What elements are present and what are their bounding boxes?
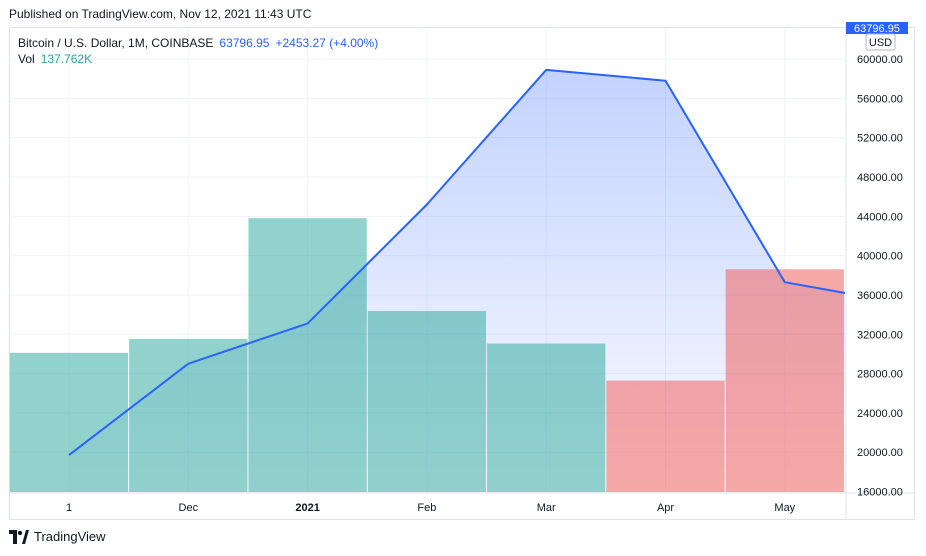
- x-tick-label: May: [774, 502, 795, 514]
- volume-bar: [9, 352, 129, 492]
- legend-volume-row: Vol 137.762K: [18, 51, 378, 67]
- y-tick-label: 44000.00: [857, 211, 903, 223]
- currency-button[interactable]: USD: [865, 33, 896, 51]
- y-tick-label: 24000.00: [857, 408, 903, 420]
- volume-bar: [367, 311, 487, 492]
- y-tick-label: 28000.00: [857, 369, 903, 381]
- volume-value: 137.762K: [40, 52, 93, 66]
- y-tick-label: 60000.00: [857, 54, 903, 66]
- volume-bar: [129, 338, 248, 492]
- legend-price-row: Bitcoin / U.S. Dollar, 1M, COINBASE 63796…: [18, 35, 378, 51]
- volume-bar: [725, 269, 844, 492]
- price-line[interactable]: [68, 68, 846, 456]
- x-tick-label: Feb: [417, 502, 436, 514]
- x-tick-label: 2021: [295, 502, 319, 514]
- footer-brand[interactable]: TradingView: [9, 529, 106, 544]
- currency-label: USD: [869, 37, 892, 49]
- volume-bars: [9, 218, 845, 493]
- tradingview-logo-icon: [9, 529, 29, 544]
- last-price-value: 63796.95: [219, 36, 270, 50]
- volume-bar: [248, 218, 367, 493]
- brand-name: TradingView: [34, 529, 106, 544]
- x-tick-label: Apr: [657, 502, 674, 514]
- last-price-tag-text: 63796.95: [854, 23, 900, 35]
- y-tick-label: 16000.00: [857, 487, 903, 499]
- published-caption: Published on TradingView.com, Nov 12, 20…: [9, 7, 312, 21]
- price-change-value: +2453.27 (+4.00%): [275, 36, 379, 50]
- x-tick-label: Mar: [537, 502, 556, 514]
- time-axis[interactable]: 1 Dec 2021 Feb Mar Apr May: [66, 502, 796, 514]
- chart-legend: Bitcoin / U.S. Dollar, 1M, COINBASE 63796…: [18, 35, 378, 67]
- y-tick-label: 36000.00: [857, 290, 903, 302]
- x-tick-label: Dec: [179, 502, 199, 514]
- symbol-name[interactable]: Bitcoin / U.S. Dollar, 1M, COINBASE: [18, 36, 214, 50]
- x-tick-label: 1: [66, 502, 72, 514]
- y-tick-label: 52000.00: [857, 133, 903, 145]
- y-tick-label: 20000.00: [857, 447, 903, 459]
- price-axis[interactable]: 60000.00 56000.00 52000.00 48000.00 44000.00…: [857, 54, 903, 498]
- chart-frame: [9, 27, 915, 520]
- y-tick-label: 56000.00: [857, 93, 903, 105]
- y-tick-label: 40000.00: [857, 251, 903, 263]
- volume-bar: [606, 380, 725, 492]
- y-tick-label: 32000.00: [857, 329, 903, 341]
- volume-bar: [487, 343, 606, 492]
- volume-label[interactable]: Vol: [18, 52, 35, 66]
- last-price-tag: 63796.95: [846, 22, 908, 35]
- y-tick-label: 48000.00: [857, 172, 903, 184]
